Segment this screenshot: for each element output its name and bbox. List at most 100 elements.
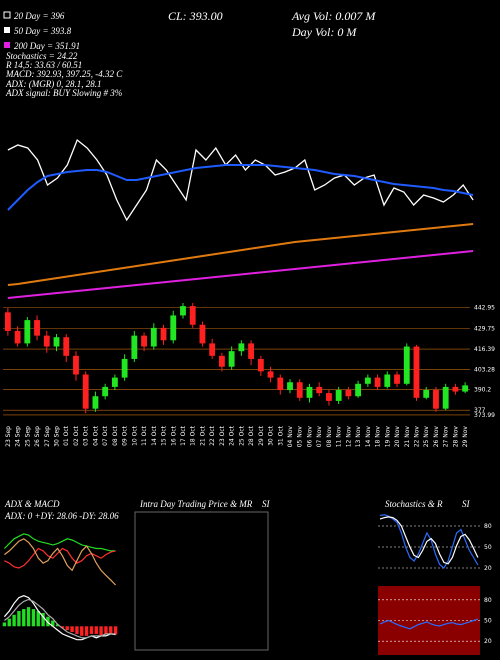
candle-body — [326, 393, 332, 401]
corner-label: SI — [462, 499, 471, 509]
x-tick-label: 30 Oct — [268, 425, 275, 446]
series-line — [7, 138, 474, 222]
candle-body — [335, 390, 342, 401]
candle-body — [43, 335, 50, 347]
y-tick-label: 403.28 — [474, 366, 495, 373]
y-tick-label: 50 — [484, 618, 492, 625]
histogram-bar — [46, 616, 50, 627]
series-line — [380, 514, 479, 569]
y-tick-label: 416.39 — [474, 346, 495, 353]
candle-body — [267, 371, 274, 378]
candle-body — [24, 320, 31, 344]
series-line — [3, 533, 116, 552]
histogram-bar — [60, 626, 65, 629]
close-text: CL: 393.00 — [168, 9, 223, 23]
series-line — [379, 516, 479, 565]
candle-body — [316, 386, 323, 394]
candle-body — [180, 306, 186, 316]
candle-body — [170, 315, 177, 341]
x-tick-label: 11 Oct — [141, 425, 148, 446]
candle-body — [228, 351, 235, 367]
histogram-bar — [80, 626, 84, 636]
x-tick-label: 21 Nov — [404, 426, 411, 448]
x-tick-label: 14 Oct — [151, 425, 158, 446]
candle-body — [248, 343, 255, 359]
x-tick-label: 06 Nov — [306, 426, 313, 448]
x-tick-label: 28 Oct — [248, 425, 255, 446]
x-tick-label: 07 Nov — [316, 426, 323, 448]
histogram-bar — [84, 626, 89, 636]
sma200-text: 200 Day = 351.91 — [14, 41, 80, 51]
candle-body — [131, 335, 138, 359]
candle-body — [384, 374, 391, 387]
x-tick-label: 20 Nov — [394, 426, 401, 448]
histogram-bar — [75, 626, 79, 634]
candle-body — [102, 386, 109, 397]
x-tick-label: 30 Sep — [54, 426, 61, 447]
candle-body — [63, 337, 70, 356]
candle-body — [4, 312, 11, 331]
histogram-bar — [51, 620, 55, 627]
x-tick-label: 08 Oct — [112, 425, 119, 446]
candle-body — [73, 355, 79, 375]
histogram-bar — [17, 610, 21, 627]
y-tick-label: 80 — [484, 597, 492, 604]
candle-body — [238, 343, 245, 352]
x-tick-label: 07 Oct — [102, 425, 109, 446]
candle-body — [364, 377, 371, 384]
series-line — [7, 164, 474, 211]
candle-body — [53, 337, 60, 347]
candle-body — [209, 343, 216, 356]
series-line — [7, 223, 474, 286]
histogram-bar — [89, 626, 94, 634]
panel-title: Intra Day Trading Price & MR — [139, 499, 253, 509]
panel-title: Stochastics & R — [385, 499, 443, 509]
x-tick-label: 18 Oct — [190, 425, 197, 446]
candle-body — [111, 377, 118, 387]
histogram-bar — [7, 618, 11, 627]
x-tick-label: 03 Oct — [83, 425, 90, 446]
candle-body — [394, 374, 400, 384]
candle-body — [121, 358, 128, 378]
avg-vol-text: Avg Vol: 0.007 M — [291, 9, 376, 23]
candle-body — [287, 382, 293, 391]
histogram-bar — [70, 626, 74, 633]
histogram-bar — [2, 622, 7, 627]
x-tick-label: 11 Nov — [336, 426, 343, 448]
histogram-bar — [12, 614, 16, 627]
histogram-bar — [26, 607, 31, 627]
legend-swatch — [4, 42, 10, 48]
histogram-bar — [99, 626, 103, 636]
candle-body — [277, 377, 284, 391]
histogram-bar — [104, 626, 108, 634]
histogram-bar — [41, 612, 45, 627]
x-tick-label: 08 Nov — [326, 426, 333, 448]
histogram-bar — [113, 626, 118, 635]
candle-body — [355, 383, 362, 397]
x-tick-label: 22 Oct — [209, 425, 216, 446]
legend-swatch — [3, 11, 11, 19]
series-line — [4, 598, 116, 639]
macd-text: MACD: 392.93, 397.25, -4.32 C — [5, 69, 123, 79]
corner-label: SI — [262, 499, 271, 509]
candle-body — [442, 386, 449, 409]
candle-body — [257, 358, 264, 372]
x-tick-label: 24 Oct — [229, 425, 236, 446]
candle-body — [14, 330, 21, 344]
x-tick-label: 25 Sep — [24, 426, 31, 447]
series-line — [4, 547, 116, 569]
candle-body — [374, 377, 381, 387]
y-tick-label: 373.99 — [474, 412, 495, 419]
series-line — [379, 618, 479, 630]
y-tick-label: 50 — [484, 544, 492, 551]
candle-body — [306, 386, 313, 398]
x-tick-label: 23 Oct — [219, 425, 226, 446]
candle-body — [403, 346, 410, 384]
histogram-bar — [94, 626, 98, 634]
x-tick-label: 10 Oct — [131, 425, 138, 446]
y-tick-label: 20 — [484, 565, 492, 572]
histogram-bar — [55, 624, 60, 627]
y-tick-label: 80 — [484, 523, 492, 530]
candle-body — [150, 327, 157, 347]
